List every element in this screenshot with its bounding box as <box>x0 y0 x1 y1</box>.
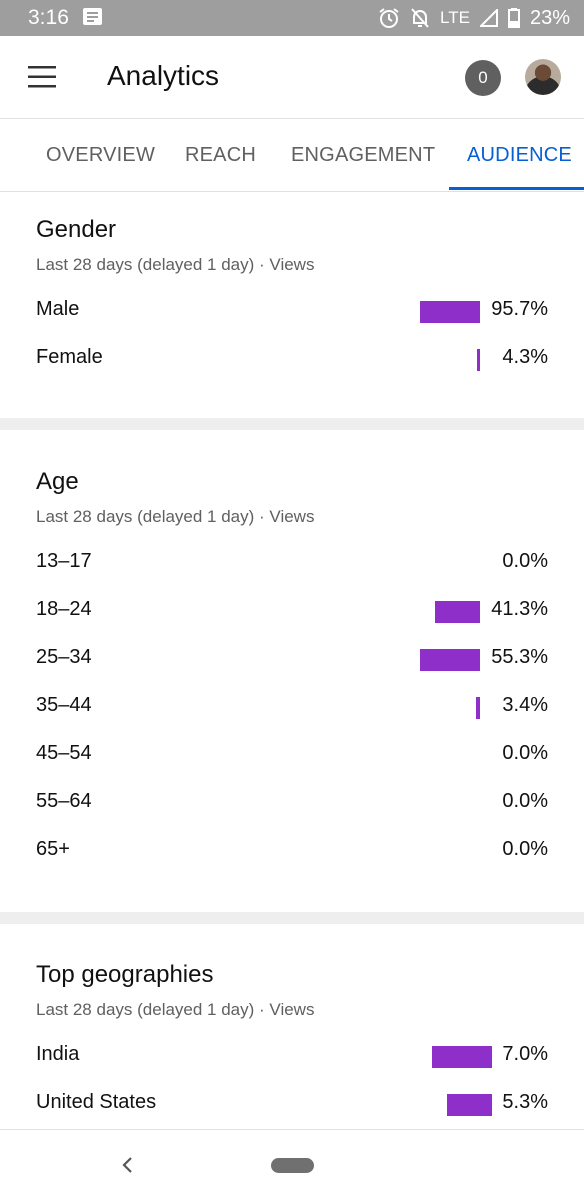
alarm-icon <box>379 8 399 28</box>
notifications-button[interactable]: 0 <box>465 60 501 96</box>
tab-reach[interactable]: REACH <box>185 144 257 166</box>
status-bar: 3:16 LTE 23% <box>0 0 584 36</box>
tab-overview[interactable]: OVERVIEW <box>46 144 156 166</box>
geography-row-bar <box>432 1046 492 1068</box>
geography-row-value: 5.3% <box>502 1091 548 1113</box>
age-row-value: 0.0% <box>502 742 548 764</box>
geography-row-value: 7.0% <box>502 1043 548 1065</box>
age-title: Age <box>36 468 79 495</box>
back-icon[interactable] <box>120 1156 136 1174</box>
tab-engagement[interactable]: ENGAGEMENT <box>291 144 436 166</box>
age-row: 25–34 55.3% <box>0 638 584 678</box>
geography-row: United States 5.3% <box>0 1083 584 1123</box>
age-row-value: 41.3% <box>491 598 548 620</box>
avatar[interactable] <box>525 59 561 95</box>
app-bar: Analytics 0 <box>0 36 584 119</box>
geography-row: India 7.0% <box>0 1035 584 1075</box>
age-row: 35–44 3.4% <box>0 686 584 726</box>
age-card: Age Last 28 days (delayed 1 day) · Views… <box>0 430 584 912</box>
network-type: LTE <box>440 8 470 27</box>
geographies-subtitle: Last 28 days (delayed 1 day) · Views <box>36 1000 315 1019</box>
age-row-bar <box>435 601 480 623</box>
gender-title: Gender <box>36 216 117 243</box>
tab-audience[interactable]: AUDIENCE <box>467 144 572 166</box>
geography-row-bar <box>447 1094 492 1116</box>
age-row: 55–64 0.0% <box>0 782 584 822</box>
tab-bar: OVERVIEW REACH ENGAGEMENT AUDIENCE <box>0 119 584 192</box>
gender-row-label: Male <box>36 298 80 320</box>
age-row-value: 3.4% <box>502 694 548 716</box>
age-row: 13–17 0.0% <box>0 542 584 582</box>
battery-level: 23% <box>529 6 570 29</box>
age-row: 65+ 0.0% <box>0 830 584 870</box>
age-row-value: 55.3% <box>491 646 548 668</box>
tab-indicator <box>449 187 584 190</box>
gender-row-value: 95.7% <box>491 298 548 320</box>
gender-row-bar <box>420 301 480 323</box>
gender-card: Gender Last 28 days (delayed 1 day) · Vi… <box>0 192 584 418</box>
age-row-label: 55–64 <box>36 790 92 812</box>
age-row-label: 13–17 <box>36 550 92 572</box>
age-row-label: 65+ <box>36 838 70 860</box>
age-row-value: 0.0% <box>502 838 548 860</box>
gender-subtitle: Last 28 days (delayed 1 day) · Views <box>36 255 315 274</box>
age-row: 45–54 0.0% <box>0 734 584 774</box>
page-title: Analytics <box>107 60 220 91</box>
message-icon <box>83 8 102 25</box>
status-time: 3:16 <box>28 6 69 29</box>
age-row: 18–24 41.3% <box>0 590 584 630</box>
age-row-label: 45–54 <box>36 742 92 764</box>
geographies-title: Top geographies <box>36 961 214 988</box>
age-row-bar <box>420 649 480 671</box>
age-row-label: 18–24 <box>36 598 92 620</box>
geography-row-label: India <box>36 1043 80 1065</box>
gender-row-label: Female <box>36 346 103 368</box>
battery-icon <box>507 8 520 28</box>
menu-icon[interactable] <box>28 66 56 88</box>
geography-row-label: United States <box>36 1091 157 1113</box>
age-row-label: 25–34 <box>36 646 92 668</box>
system-nav-bar <box>0 1129 584 1201</box>
section-divider <box>0 912 584 924</box>
age-row-bar <box>476 697 480 719</box>
gender-row: Female 4.3% <box>0 338 584 378</box>
signal-icon <box>479 9 498 27</box>
gender-row-value: 4.3% <box>502 346 548 368</box>
section-divider <box>0 418 584 430</box>
age-row-value: 0.0% <box>502 790 548 812</box>
age-subtitle: Last 28 days (delayed 1 day) · Views <box>36 507 315 526</box>
home-pill[interactable] <box>271 1158 314 1173</box>
age-row-label: 35–44 <box>36 694 92 716</box>
status-right: LTE 23% <box>378 4 570 32</box>
age-row-value: 0.0% <box>502 550 548 572</box>
gender-row-bar <box>477 349 480 371</box>
notifications-off-icon <box>411 8 429 28</box>
geographies-card: Top geographies Last 28 days (delayed 1 … <box>0 924 584 1129</box>
gender-row: Male 95.7% <box>0 290 584 330</box>
